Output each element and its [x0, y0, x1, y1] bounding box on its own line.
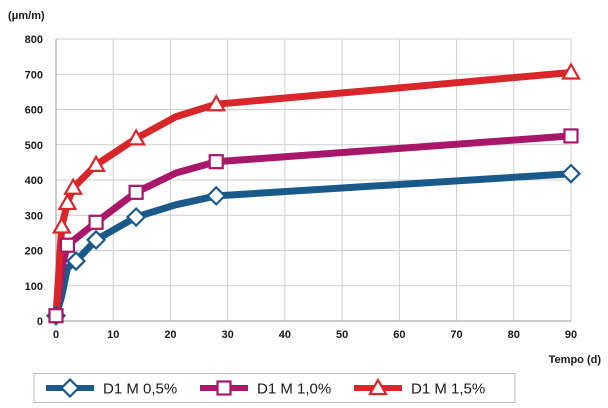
y-tick-label: 800 — [25, 34, 43, 46]
data-point-marker — [57, 192, 78, 211]
y-tick-label: 700 — [25, 69, 43, 81]
legend-label: D1 M 0,5% — [103, 381, 177, 398]
y-tick-label: 100 — [25, 281, 43, 293]
data-point-marker — [59, 237, 76, 253]
x-tick-label: 80 — [508, 329, 520, 341]
data-point-marker — [88, 214, 104, 230]
data-point-marker — [48, 308, 64, 324]
x-tick-label: 70 — [450, 329, 462, 341]
x-tick-label: 10 — [107, 329, 119, 341]
data-point-marker — [560, 163, 582, 184]
tick-labels: 0 100 200 300 400 500 600 700 800 0 10 20 30 40 50 60 70… — [25, 34, 577, 341]
series-markers — [45, 62, 582, 326]
data-point-marker — [206, 93, 227, 112]
y-tick-label: 300 — [25, 210, 43, 222]
data-point-marker — [126, 206, 147, 228]
data-point-marker — [126, 128, 147, 146]
data-point-marker — [86, 154, 106, 172]
x-tick-label: 0 — [53, 329, 59, 341]
series-line-2 — [52, 132, 575, 320]
x-tick-label: 90 — [565, 329, 577, 341]
legend-swatch-marker — [59, 377, 81, 399]
data-point-marker — [563, 128, 579, 144]
y-tick-label: 200 — [25, 246, 43, 258]
legend-label: D1 M 1,5% — [411, 381, 485, 398]
data-point-marker — [128, 184, 144, 200]
x-tick-label: 40 — [279, 329, 291, 341]
data-point-marker — [208, 154, 224, 170]
x-tick-label: 20 — [164, 329, 176, 341]
legend-label: D1 M 1,0% — [257, 381, 331, 398]
y-axis-title: (μm/m) — [8, 10, 45, 22]
x-tick-label: 30 — [222, 329, 234, 341]
data-point-marker — [51, 216, 72, 234]
x-tick-label: 50 — [336, 329, 348, 341]
legend-swatch-marker — [368, 377, 388, 396]
y-tick-label: 0 — [37, 316, 43, 328]
x-axis-title: Tempo (d) — [549, 354, 602, 366]
legend-swatch-marker — [216, 380, 232, 396]
data-point-marker — [561, 62, 581, 80]
data-point-marker — [63, 177, 84, 195]
legend: D1 M 0,5% D1 M 1,0% D1 M 1,5% — [33, 373, 516, 403]
y-tick-label: 400 — [25, 175, 43, 187]
y-tick-label: 600 — [25, 105, 43, 117]
y-tick-label: 500 — [25, 140, 43, 152]
data-point-marker — [85, 229, 107, 250]
x-tick-label: 60 — [393, 329, 405, 341]
data-point-marker — [65, 251, 87, 272]
data-point-marker — [206, 185, 227, 206]
legend-box — [33, 373, 516, 403]
